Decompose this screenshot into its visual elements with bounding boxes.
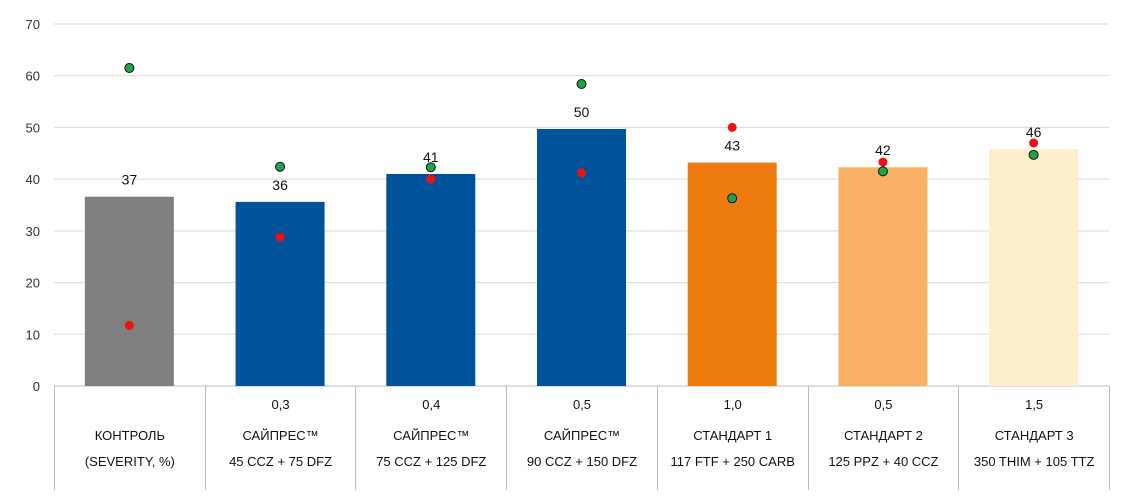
category-dose: 350 THIM + 105 TTZ [973, 454, 1095, 469]
red-point [727, 122, 737, 132]
category-name: САЙПРЕС™ [543, 428, 621, 443]
bar-value-label: 43 [724, 138, 740, 154]
category-cell: 1,0 СТАНДАРТ 1 117 FTF + 250 CARB [658, 386, 809, 490]
green-point [124, 62, 135, 73]
category-rate: 1,5 [1025, 397, 1044, 412]
category-rate: 0,4 [422, 397, 441, 412]
red-point [1029, 138, 1039, 148]
y-tick-label: 60 [26, 69, 40, 84]
category-name: САЙПРЕС™ [393, 428, 470, 443]
bar-value-label: 36 [272, 177, 288, 193]
red-point [124, 320, 134, 330]
bar [989, 149, 1079, 386]
category-dose: (SEVERITY, %) [84, 454, 175, 469]
red-point [878, 157, 888, 167]
bars [84, 128, 1079, 387]
bar-value-label: 46 [1026, 124, 1042, 140]
green-point [727, 193, 738, 204]
y-tick-label: 30 [26, 224, 40, 239]
bar [235, 201, 325, 386]
category-name: КОНТРОЛЬ [94, 428, 165, 443]
red-point [577, 168, 586, 178]
green-point [1028, 149, 1039, 160]
red-point [275, 232, 285, 242]
y-tick-label: 20 [26, 276, 40, 291]
points [124, 62, 1039, 330]
category-name: СТАНДАРТ 3 [994, 428, 1074, 443]
bar-value-label: 37 [122, 172, 138, 188]
y-tick-label: 40 [26, 172, 40, 187]
category-dose: 90 CCZ + 150 DFZ [526, 454, 638, 469]
category-name: СТАНДАРТ 2 [843, 428, 923, 443]
bar [838, 167, 928, 386]
category-rate: 0,5 [572, 397, 592, 412]
y-tick-label: 70 [26, 17, 40, 32]
category-cell: 0,5 СТАНДАРТ 2 125 PPZ + 40 CCZ [809, 386, 960, 490]
category-cell: 1,5 СТАНДАРТ 3 350 THIM + 105 TTZ [959, 386, 1110, 490]
green-point [425, 162, 436, 173]
category-dose: 125 PPZ + 40 CCZ [828, 454, 939, 469]
category-dose: 75 CCZ + 125 DFZ [376, 454, 487, 469]
bar [537, 128, 626, 387]
green-point [576, 78, 587, 89]
red-point [426, 174, 436, 184]
data-labels: 37 36 41 50 43 42 46 [122, 104, 1042, 193]
green-point [877, 166, 888, 177]
y-axis-ticks: 0 10 20 30 40 50 60 70 [26, 17, 40, 394]
category-cell: КОНТРОЛЬ (SEVERITY, %) [55, 386, 206, 490]
category-cell: 0,3 САЙПРЕС™ 45 CCZ + 75 DFZ [206, 386, 357, 490]
category-name: САЙПРЕС™ [242, 428, 319, 443]
bar-value-label: 50 [574, 104, 590, 120]
bar-value-label: 42 [875, 142, 891, 158]
category-name: СТАНДАРТ 1 [693, 428, 773, 443]
category-rate: 1,0 [723, 397, 742, 412]
category-cell: 0,5 САЙПРЕС™ 90 CCZ + 150 DFZ [507, 386, 658, 490]
bar [386, 173, 476, 386]
category-dose: 45 CCZ + 75 DFZ [229, 454, 333, 469]
y-tick-label: 0 [33, 379, 40, 394]
bar [84, 196, 174, 386]
category-axis: КОНТРОЛЬ (SEVERITY, %) 0,3 САЙПРЕС™ 45 CCZ +… [54, 386, 1110, 490]
y-tick-label: 50 [26, 120, 40, 135]
category-rate: 0,3 [271, 397, 290, 412]
green-point [275, 161, 286, 172]
category-dose: 117 FTF + 250 CARB [670, 454, 795, 469]
category-cell: 0,4 САЙПРЕС™ 75 CCZ + 125 DFZ [356, 386, 508, 490]
category-rate: 0,5 [874, 397, 893, 412]
bar-value-label: 41 [423, 149, 439, 165]
y-tick-label: 10 [26, 327, 40, 342]
